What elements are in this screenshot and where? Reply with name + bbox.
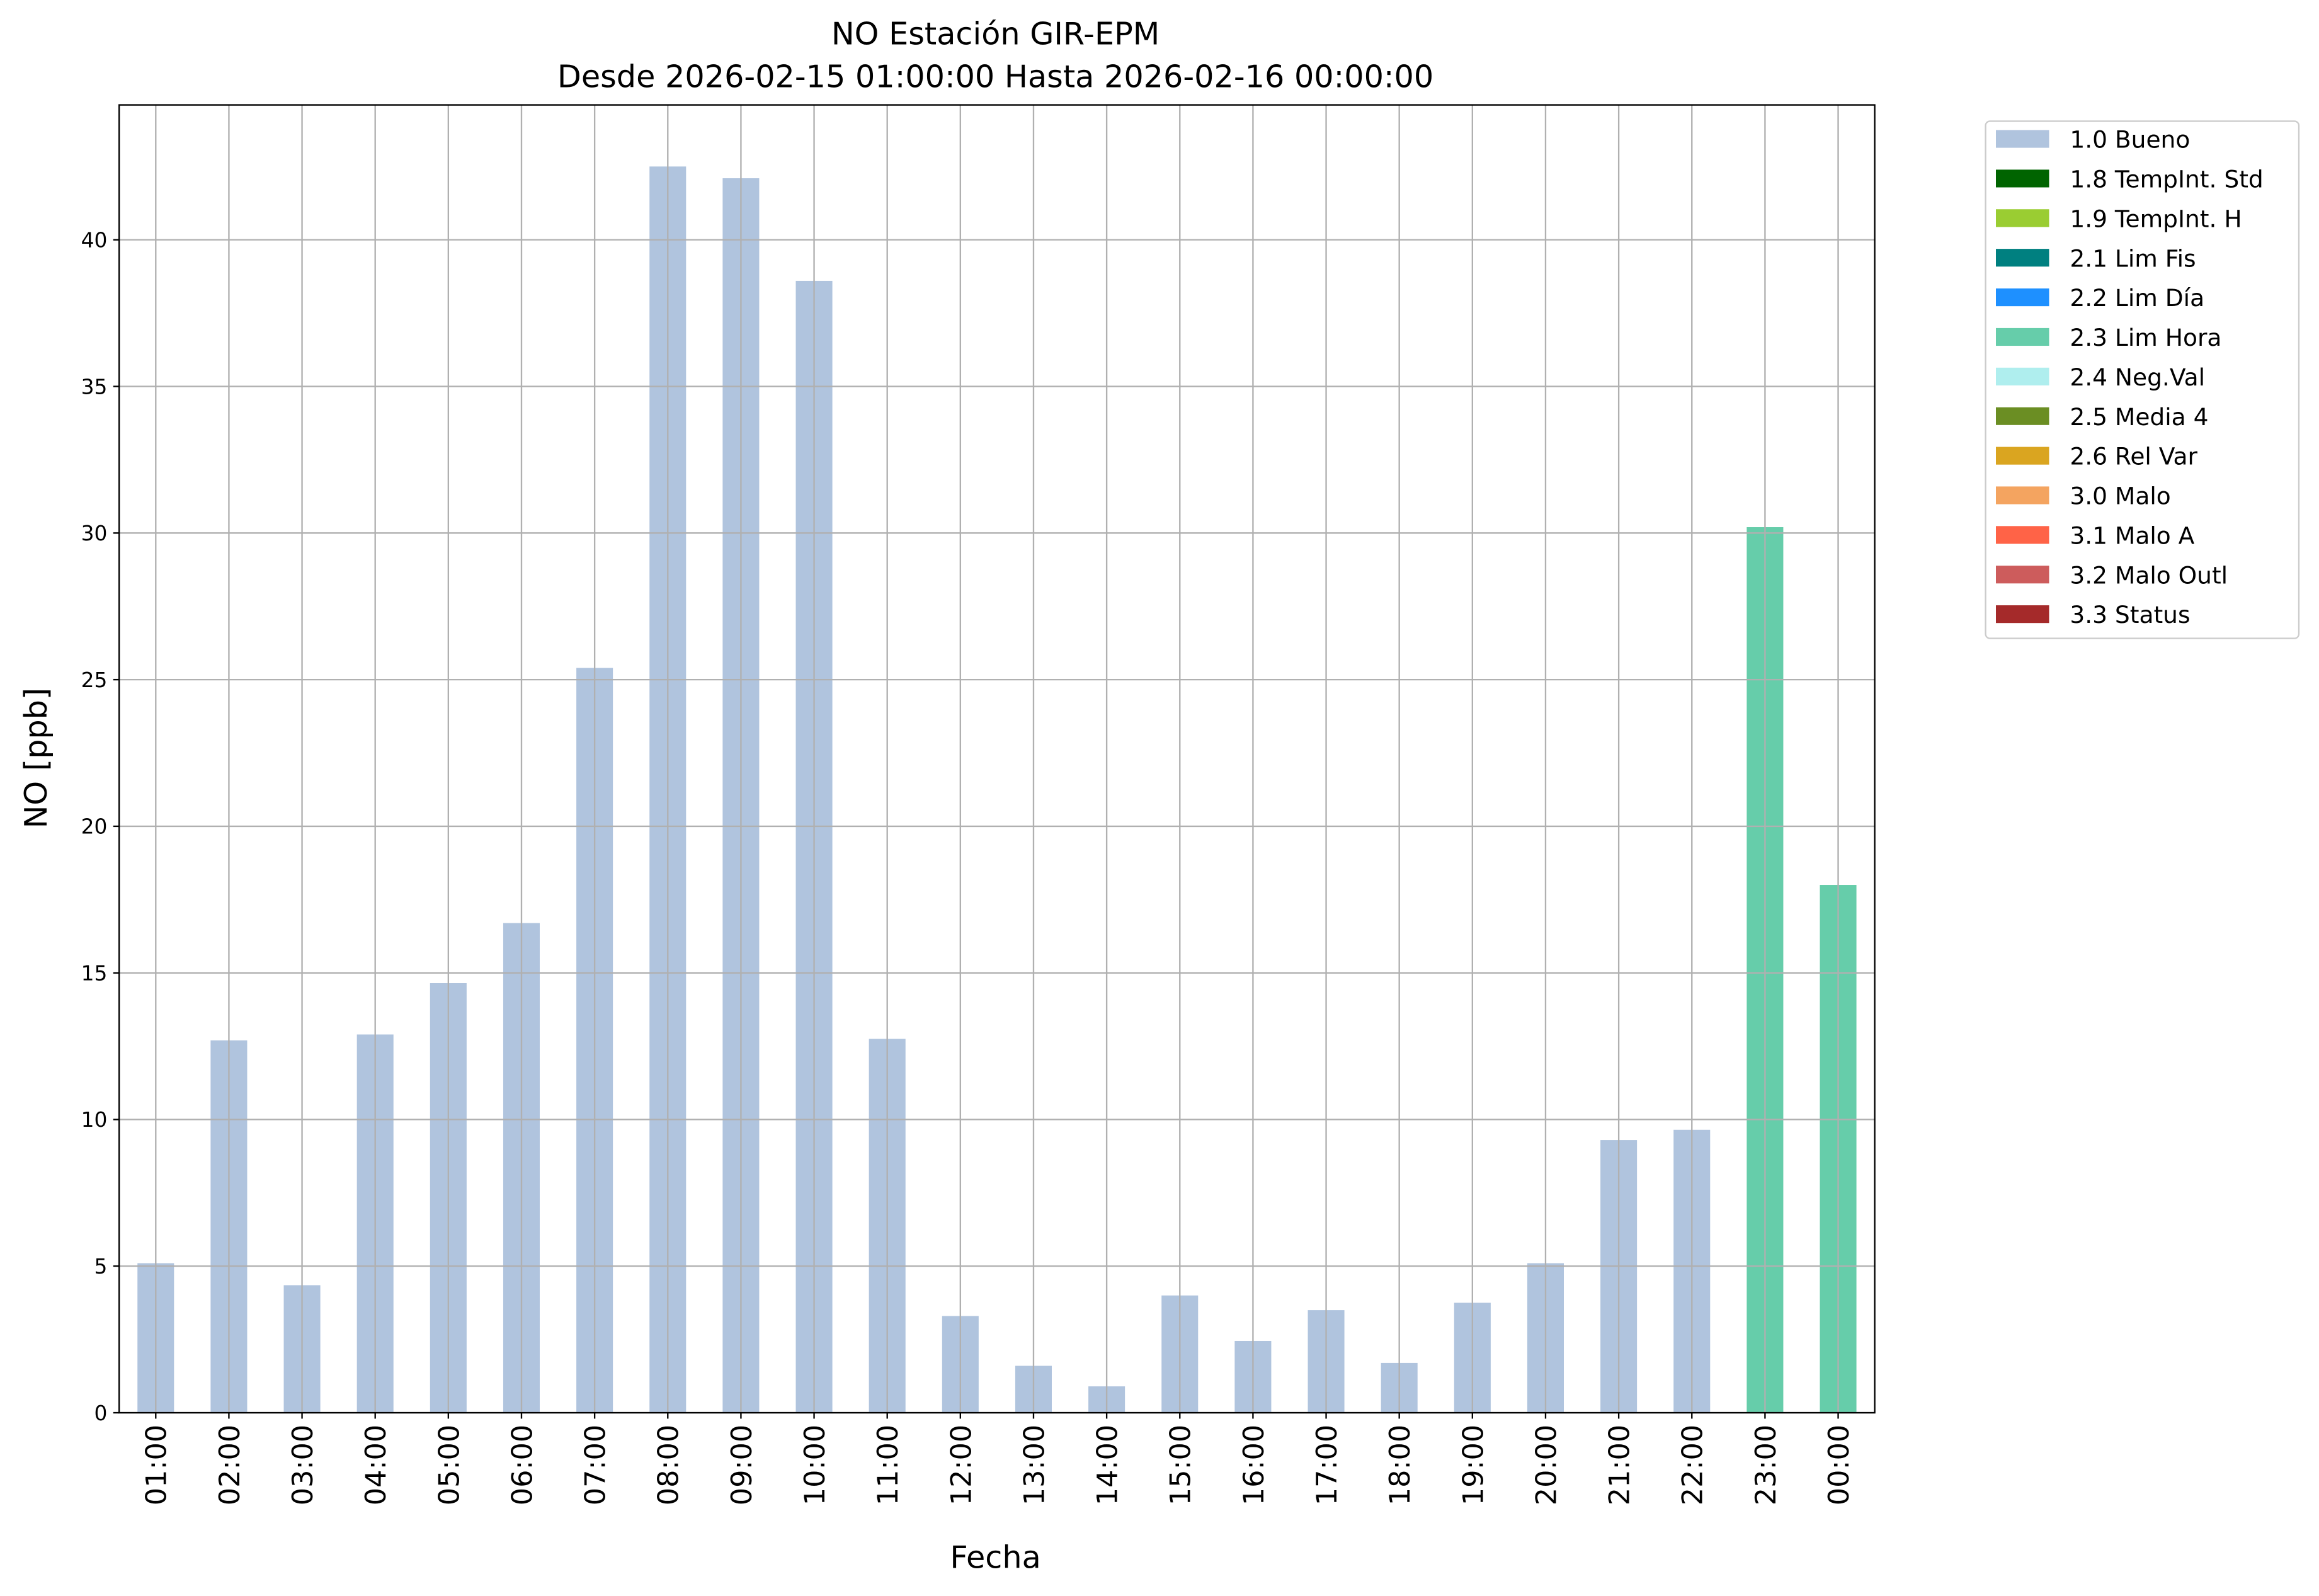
y-tick-label: 10 <box>81 1108 108 1132</box>
legend-swatch <box>1996 328 2049 346</box>
chart-subtitle: Desde 2026-02-15 01:00:00 Hasta 2026-02-… <box>557 58 1433 94</box>
legend-swatch <box>1996 605 2049 624</box>
legend-label: 3.3 Status <box>2070 601 2190 629</box>
x-tick-label: 20:00 <box>1530 1425 1563 1505</box>
y-tick-label: 5 <box>94 1255 108 1279</box>
legend-swatch <box>1996 209 2049 227</box>
x-tick-label: 08:00 <box>652 1425 685 1505</box>
x-tick-label: 15:00 <box>1165 1425 1197 1505</box>
x-tick-label: 02:00 <box>214 1425 246 1505</box>
x-tick-label: 05:00 <box>433 1425 465 1505</box>
legend: 1.0 Bueno 1.8 TempInt. Std 1.9 TempInt. H 2… <box>1985 120 2300 639</box>
legend-swatch <box>1996 249 2049 267</box>
y-tick-label: 40 <box>81 228 108 252</box>
legend-label: 3.1 Malo A <box>2070 522 2194 549</box>
grid <box>119 105 1875 1414</box>
x-tick-label: 21:00 <box>1604 1425 1636 1505</box>
legend-swatch <box>1996 169 2049 188</box>
legend-swatch <box>1996 526 2049 544</box>
legend-label: 3.0 Malo <box>2070 482 2170 510</box>
legend-label: 2.5 Media 4 <box>2070 403 2208 431</box>
y-tick-label: 30 <box>81 522 108 545</box>
legend-label: 1.9 TempInt. H <box>2070 205 2242 232</box>
y-axis-label: NO [ppb] <box>18 688 54 829</box>
x-tick-label: 12:00 <box>945 1425 977 1505</box>
legend-swatch <box>1996 288 2049 307</box>
plot-frame <box>118 104 1876 1414</box>
x-tick-label: 13:00 <box>1018 1425 1051 1505</box>
x-tick-label: 07:00 <box>579 1425 612 1505</box>
legend-swatch <box>1996 486 2049 504</box>
chart-title: NO Estación GIR-EPM <box>831 15 1160 52</box>
legend-frame <box>1985 120 2300 639</box>
y-tick-label: 35 <box>81 375 108 399</box>
legend-swatch <box>1996 407 2049 425</box>
x-tick-label: 19:00 <box>1457 1425 1490 1505</box>
legend-label: 2.4 Neg.Val <box>2070 363 2205 391</box>
legend-label: 3.2 Malo Outl <box>2070 561 2228 589</box>
legend-swatch <box>1996 447 2049 465</box>
x-tick-label: 09:00 <box>726 1425 758 1505</box>
x-tick-label: 22:00 <box>1677 1425 1709 1505</box>
x-tick-label: 18:00 <box>1384 1425 1416 1505</box>
x-tick-label: 23:00 <box>1750 1425 1782 1505</box>
x-tick-label: 14:00 <box>1091 1425 1124 1505</box>
x-tick-label: 03:00 <box>287 1425 319 1505</box>
x-tick-label: 11:00 <box>872 1425 904 1505</box>
x-tick-label: 00:00 <box>1823 1425 1855 1505</box>
y-tick-label: 0 <box>94 1401 108 1425</box>
y-tick-label: 15 <box>81 961 108 985</box>
legend-label: 1.8 TempInt. Std <box>2070 166 2263 193</box>
x-tick-label: 06:00 <box>506 1425 538 1505</box>
legend-swatch <box>1996 130 2049 148</box>
x-tick-label: 10:00 <box>799 1425 831 1505</box>
legend-label: 2.2 Lim Día <box>2070 284 2204 312</box>
x-tick-label: 01:00 <box>140 1425 173 1505</box>
y-tick-label: 25 <box>81 668 108 692</box>
x-axis-label: Fecha <box>950 1539 1040 1575</box>
y-tick-label: 20 <box>81 815 108 839</box>
legend-label: 2.3 Lim Hora <box>2070 324 2221 351</box>
legend-label: 2.1 Lim Fis <box>2070 244 2196 272</box>
x-tick-label: 04:00 <box>360 1425 392 1505</box>
x-tick-label: 16:00 <box>1238 1425 1270 1505</box>
legend-label: 1.0 Bueno <box>2070 126 2190 154</box>
legend-label: 2.6 Rel Var <box>2070 443 2197 470</box>
legend-swatch <box>1996 367 2049 385</box>
axes: 0 5 10 15 20 25 30 35 40 01:00 02:00 03:00 04:00 05:0… <box>81 104 1876 1505</box>
x-tick-label: 17:00 <box>1311 1425 1343 1505</box>
legend-swatch <box>1996 566 2049 584</box>
